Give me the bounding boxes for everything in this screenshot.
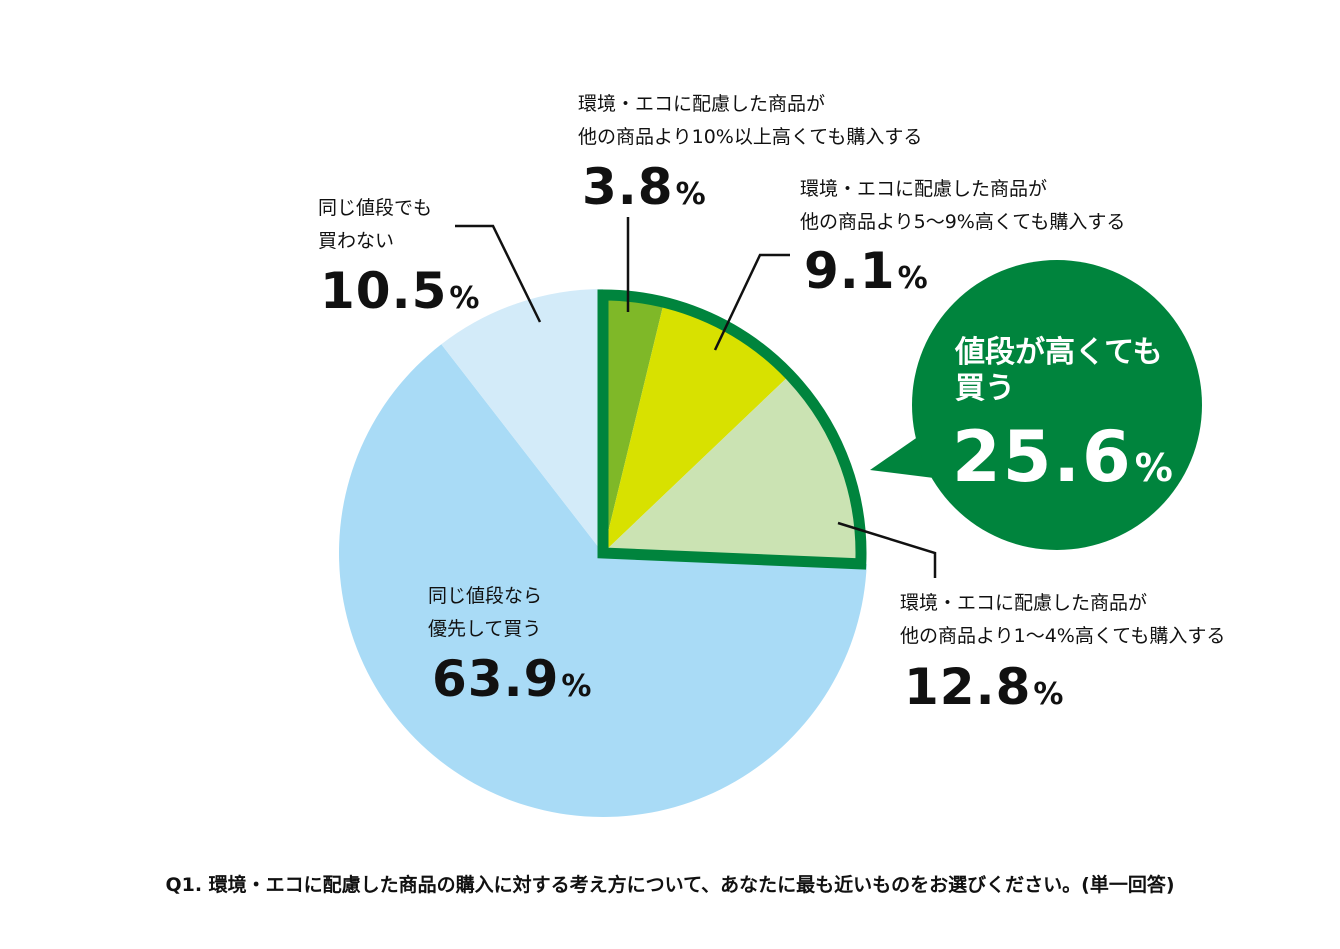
label-10pct-line2: 他の商品より10%以上高くても購入する — [578, 126, 923, 148]
unit-no-buy: % — [449, 281, 481, 316]
bubble-label: 値段が高くても 買う — [955, 335, 1163, 407]
pie-slice-2 — [603, 302, 790, 553]
bubble-line2: 買う — [955, 371, 1015, 406]
unit-5-9pct: % — [897, 261, 929, 296]
value-bubble: 25.6 — [952, 416, 1133, 498]
leader-lines — [455, 217, 937, 578]
unit-bubble: % — [1134, 446, 1175, 490]
label-same-buy-value: 63.9% — [432, 654, 592, 712]
pie-slice-1 — [603, 295, 664, 553]
label-1-4pct-value: 12.8% — [904, 662, 1064, 720]
label-10pct-line1: 環境・エコに配慮した商品が — [578, 93, 826, 115]
label-10pct-value: 3.8% — [582, 162, 707, 220]
pie-slice-5 — [441, 289, 603, 553]
label-no-buy-text: 同じ値段でも 買わない — [318, 192, 432, 258]
label-10pct-text: 環境・エコに配慮した商品が 他の商品より10%以上高くても購入する — [578, 88, 922, 154]
callout-bubble — [870, 260, 1202, 550]
unit-10pct: % — [675, 177, 707, 212]
bubble-circle — [912, 260, 1202, 550]
leader-line-5-9pct — [713, 253, 790, 351]
label-1-4pct-line1: 環境・エコに配慮した商品が — [900, 592, 1148, 614]
label-no-buy-value: 10.5% — [320, 266, 480, 324]
label-same-buy-line1: 同じ値段なら — [428, 585, 543, 607]
leader-line-no-buy — [455, 224, 542, 323]
label-5-9pct-line2: 他の商品より5〜9%高くても購入する — [800, 211, 1126, 233]
bubble-line1: 値段が高くても — [955, 335, 1163, 370]
label-no-buy-line2: 買わない — [318, 230, 395, 252]
highlight-outline — [597, 289, 867, 570]
value-10pct: 3.8 — [582, 158, 674, 216]
value-1-4pct: 12.8 — [904, 658, 1032, 716]
value-5-9pct: 9.1 — [804, 242, 896, 300]
label-5-9pct-text: 環境・エコに配慮した商品が 他の商品より5〜9%高くても購入する — [800, 173, 1125, 239]
question-footnote: Q1. 環境・エコに配慮した商品の購入に対する考え方について、あなたに最も近いも… — [165, 874, 1175, 896]
value-no-buy: 10.5 — [320, 262, 448, 320]
pie-slice-4 — [339, 344, 867, 818]
pie-slices — [339, 289, 867, 818]
label-1-4pct-text: 環境・エコに配慮した商品が 他の商品より1〜4%高くても購入する — [900, 587, 1225, 653]
label-no-buy-line1: 同じ値段でも — [318, 197, 433, 219]
bubble-value: 25.6% — [952, 422, 1175, 503]
label-1-4pct-line2: 他の商品より1〜4%高くても購入する — [900, 625, 1226, 647]
pie-slice-3 — [603, 375, 861, 564]
label-5-9pct-line1: 環境・エコに配慮した商品が — [800, 178, 1048, 200]
label-same-buy-text: 同じ値段なら 優先して買う — [428, 580, 542, 646]
label-same-buy-line2: 優先して買う — [428, 618, 542, 640]
unit-1-4pct: % — [1033, 677, 1065, 712]
unit-same-buy: % — [561, 669, 593, 704]
leader-line-1-4pct — [837, 521, 937, 578]
label-5-9pct-value: 9.1% — [804, 246, 929, 304]
value-same-buy: 63.9 — [432, 650, 560, 708]
